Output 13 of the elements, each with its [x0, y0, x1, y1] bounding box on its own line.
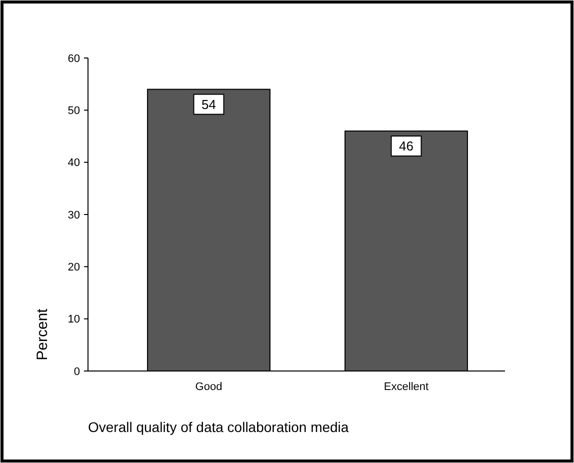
- y-tick-label: 60: [68, 52, 80, 65]
- y-axis-title: Percent: [34, 308, 51, 360]
- x-tick-label: Excellent: [384, 381, 429, 393]
- x-tick-label: Good: [195, 381, 222, 393]
- y-tick-label: 40: [68, 157, 80, 170]
- y-tick-label: 30: [68, 209, 80, 222]
- y-tick-label: 50: [68, 105, 80, 118]
- data-label: 46: [399, 138, 414, 154]
- y-tick-label: 0: [74, 366, 80, 378]
- data-label: 54: [202, 96, 216, 112]
- x-axis-title: Overall quality of data collaboration media: [88, 419, 349, 435]
- y-tick-label: 20: [68, 262, 80, 274]
- y-tick-label: 10: [68, 314, 80, 326]
